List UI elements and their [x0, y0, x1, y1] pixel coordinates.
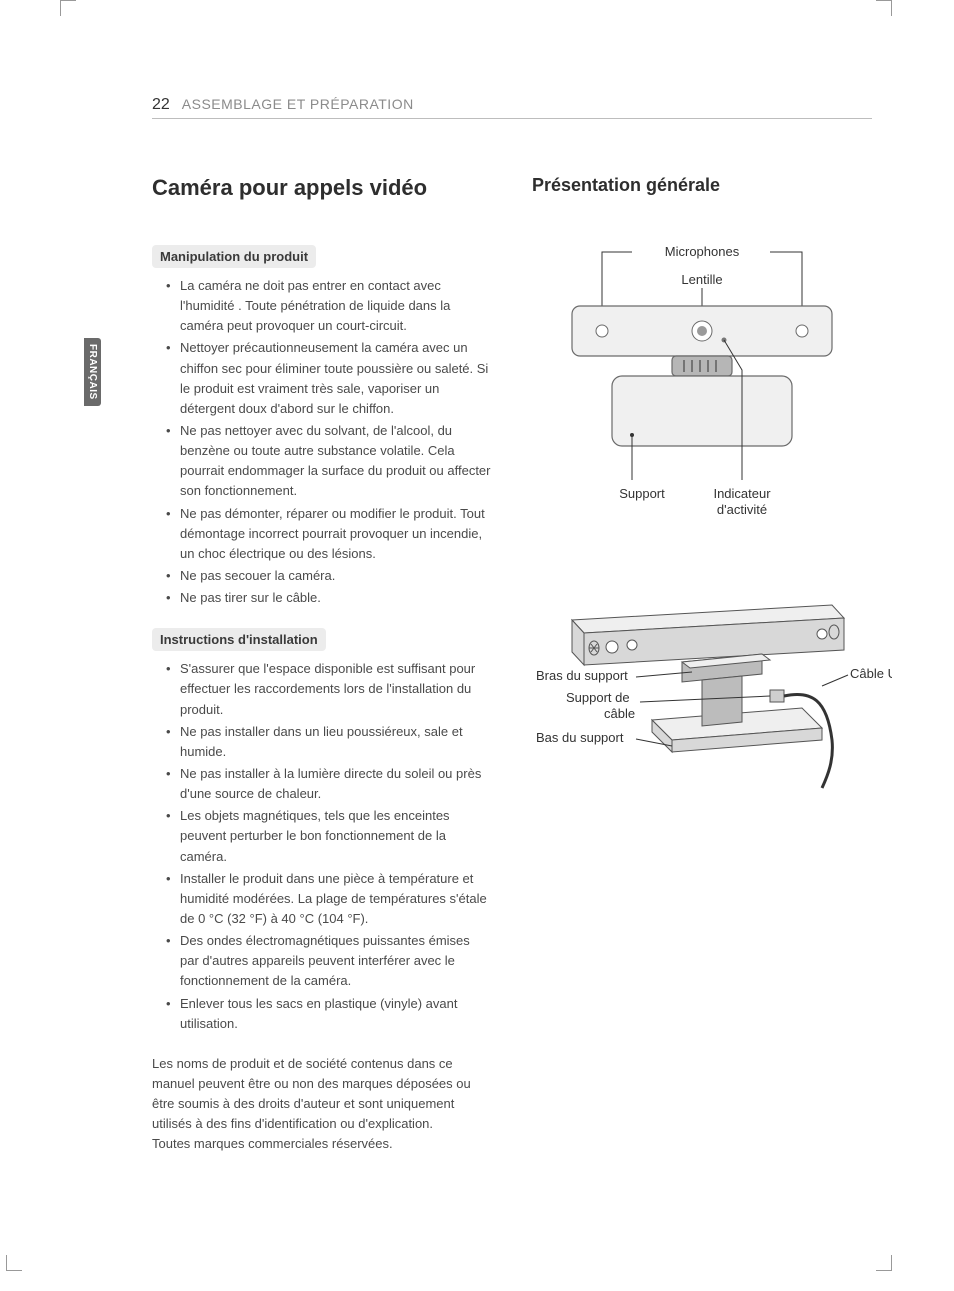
crop-mark — [6, 1255, 22, 1271]
label-activity-1: Indicateur — [713, 486, 771, 501]
label-activity-2: d'activité — [717, 502, 767, 517]
footer-para-2: Toutes marques commerciales réservées. — [152, 1134, 492, 1154]
crop-mark — [876, 1255, 892, 1271]
left-column: Caméra pour appels vidéo Manipulation du… — [152, 175, 492, 1154]
svg-text:Support de: Support de — [566, 690, 630, 705]
diagram-perspective: Bras du support Support de câble Bas du … — [532, 590, 872, 790]
subheading-handling: Manipulation du produit — [152, 245, 316, 268]
diagram-front: Microphones Lentille — [532, 240, 872, 540]
handling-list: La caméra ne doit pas entrer en contact … — [152, 276, 492, 608]
crop-mark — [60, 0, 76, 16]
install-list: S'assurer que l'espace disponible est su… — [152, 659, 492, 1034]
section-header: ASSEMBLAGE ET PRÉPARATION — [182, 96, 414, 112]
list-item: Des ondes électromagnétiques puissantes … — [170, 931, 492, 991]
list-item: Les objets magnétiques, tels que les enc… — [170, 806, 492, 866]
footer-para-1: Les noms de produit et de société conten… — [152, 1054, 492, 1135]
language-tab: FRANÇAIS — [84, 338, 101, 406]
list-item: Ne pas installer dans un lieu poussiéreu… — [170, 722, 492, 762]
subheading-install: Instructions d'installation — [152, 628, 326, 651]
label-microphones: Microphones — [665, 244, 740, 259]
list-item: La caméra ne doit pas entrer en contact … — [170, 276, 492, 336]
label-lens: Lentille — [681, 272, 722, 287]
label-arm: Bras du support — [536, 668, 628, 683]
label-support: Support — [619, 486, 665, 501]
list-item: Ne pas installer à la lumière directe du… — [170, 764, 492, 804]
crop-mark — [876, 0, 892, 16]
list-item: Enlever tous les sacs en plastique (viny… — [170, 994, 492, 1034]
left-title: Caméra pour appels vidéo — [152, 175, 492, 201]
right-title: Présentation générale — [532, 175, 872, 196]
page-content: 22 ASSEMBLAGE ET PRÉPARATION Caméra pour… — [152, 96, 872, 1154]
list-item: Nettoyer précautionneusement la caméra a… — [170, 338, 492, 419]
list-item: Installer le produit dans une pièce à te… — [170, 869, 492, 929]
page-number: 22 — [152, 96, 170, 114]
list-item: Ne pas nettoyer avec du solvant, de l'al… — [170, 421, 492, 502]
list-item: S'assurer que l'espace disponible est su… — [170, 659, 492, 719]
label-usb: Câble USB — [850, 666, 892, 681]
svg-text:câble: câble — [604, 706, 635, 721]
list-item: Ne pas démonter, réparer ou modifier le … — [170, 504, 492, 564]
label-base: Bas du support — [536, 730, 624, 745]
right-column: Présentation générale Microphones Lentil… — [532, 175, 872, 1154]
list-item: Ne pas tirer sur le câble. — [170, 588, 492, 608]
list-item: Ne pas secouer la caméra. — [170, 566, 492, 586]
